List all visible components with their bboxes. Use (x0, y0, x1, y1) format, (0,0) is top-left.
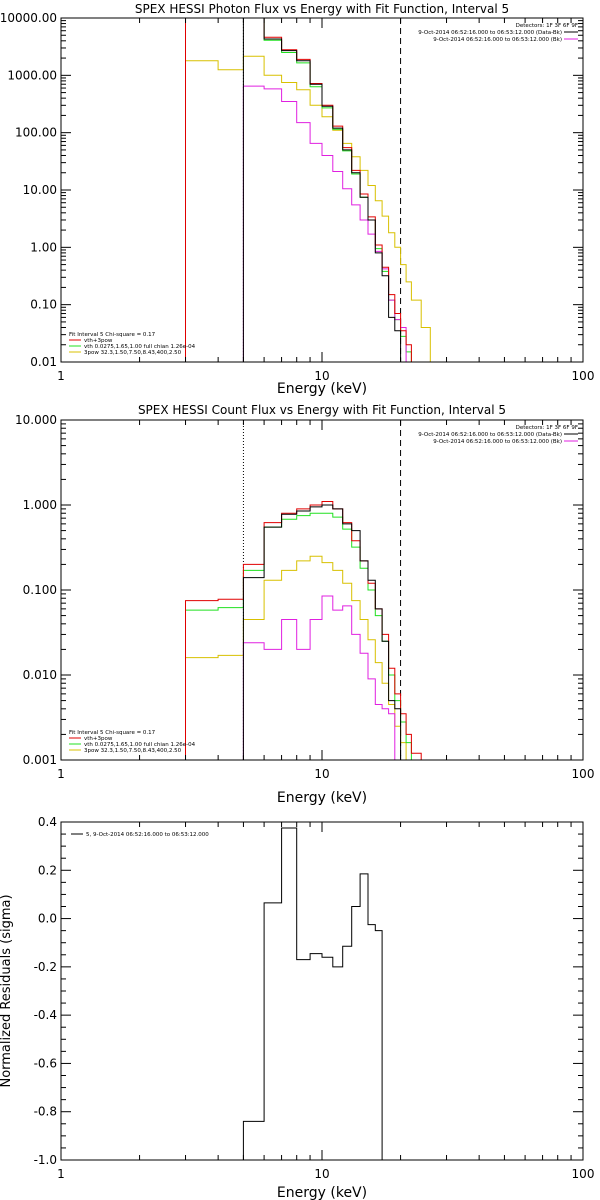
chart-panel-3: 1 10 100 -1.0 -0.8 -0.6 -0.4 -0.2 0.0 0.2 0.4 Energ… (0, 815, 594, 1200)
x-tick-label: 100 (572, 1167, 595, 1181)
y-axis-label: Normalized Residuals (sigma) (0, 894, 14, 1087)
legend-entry-text: 3pow 32.3,1.50,7.50,8.43,400,2.50 (84, 748, 182, 754)
x-axis-label: Energy (keV) (277, 1185, 367, 1200)
series-red-step-line (185, 18, 422, 362)
x-tick-label: 100 (572, 369, 595, 383)
legend-header: Fit Interval 5 Chi-square = 0.17 (69, 730, 156, 736)
legend-top-right: Detectors: 1F 3F 6F 9F9-Oct-2014 06:52:1… (418, 23, 578, 43)
series-magenta-step-line (242, 85, 407, 362)
x-tick-label: 1 (57, 1167, 65, 1181)
x-tick-label: 10 (314, 369, 329, 383)
y-tick-label: 1.000 (23, 498, 57, 512)
y-tick-label: 10.00 (23, 183, 57, 197)
y-tick-label: 0.0 (38, 912, 57, 926)
legend-top-right: Detectors: 1F 3F 6F 9F9-Oct-2014 06:52:1… (418, 425, 578, 445)
y-tick-label: 0.010 (23, 668, 57, 682)
y-tick-label: 0.10 (30, 298, 57, 312)
y-tick-label: 1000.00 (7, 68, 57, 82)
series-black-step-line (242, 18, 402, 362)
legend-top-left: 5, 9-Oct-2014 06:52:16.000 to 06:53:12.0… (71, 832, 209, 838)
legend-entry-text: 9-Oct-2014 06:52:16.000 to 06:53:12.000 … (418, 432, 562, 438)
y-tick-label: -0.4 (34, 1008, 57, 1022)
series-black-step-line (242, 827, 383, 1160)
legend-entry-text: 5, 9-Oct-2014 06:52:16.000 to 06:53:12.0… (86, 832, 209, 838)
series-yellow-step-line (185, 55, 431, 362)
legend-entry-text: vth 0.0275,1.65,1.00 full chian 1.26e-04 (84, 742, 196, 748)
y-tick-label: 10.000 (15, 413, 57, 427)
legend-entry-text: vth+3pow (84, 736, 113, 742)
y-tick-label: -0.8 (34, 1105, 57, 1119)
y-tick-label: 0.01 (30, 355, 57, 369)
plot-frame (60, 419, 584, 761)
legend-bottom-left: Fit Interval 5 Chi-square = 0.17vth+3pow… (69, 730, 196, 754)
y-tick-label: 0.4 (38, 815, 57, 829)
chart-panel-2: SPEX HESSI Count Flux vs Energy with Fit… (15, 403, 595, 806)
x-tick-label: 10 (314, 767, 329, 781)
y-tick-label: -0.6 (34, 1056, 57, 1070)
series-yellow-step-line (185, 555, 412, 760)
y-tick-label: 0.001 (23, 753, 57, 767)
chart-panel-1: SPEX HESSI Photon Flux vs Energy with Fi… (0, 2, 595, 397)
y-tick-label: 0.2 (38, 863, 57, 877)
legend-header: Fit Interval 5 Chi-square = 0.17 (69, 332, 156, 338)
series-magenta-step-line (242, 595, 396, 760)
series-green-step-line (185, 18, 412, 362)
plot-frame (60, 17, 584, 363)
legend-entry-text: 3pow 32.3,1.50,7.50,8.43,400,2.50 (84, 350, 182, 356)
y-tick-label: 0.100 (23, 583, 57, 597)
y-tick-label: 100.00 (15, 126, 57, 140)
legend-entry-text: vth 0.0275,1.65,1.00 full chian 1.26e-04 (84, 344, 196, 350)
legend-entry-text: vth+3pow (84, 338, 113, 344)
legend-entry-text: 9-Oct-2014 06:52:16.000 to 06:53:12.000 … (433, 37, 562, 43)
x-tick-label: 100 (572, 767, 595, 781)
series-green-step-line (185, 512, 422, 760)
x-tick-label: 1 (57, 369, 65, 383)
chart-title: SPEX HESSI Count Flux vs Energy with Fit… (138, 403, 506, 417)
plot-frame (60, 821, 584, 1161)
legend-entry-text: 9-Oct-2014 06:52:16.000 to 06:53:12.000 … (433, 439, 562, 445)
y-tick-label: -0.2 (34, 960, 57, 974)
x-axis-label: Energy (keV) (277, 790, 367, 806)
x-tick-label: 10 (314, 1167, 329, 1181)
legend-header: Detectors: 1F 3F 6F 9F (516, 23, 578, 29)
legend-entry-text: 9-Oct-2014 06:52:16.000 to 06:53:12.000 … (418, 30, 562, 36)
chart-title: SPEX HESSI Photon Flux vs Energy with Fi… (135, 2, 509, 16)
y-tick-label: -1.0 (34, 1153, 57, 1167)
y-tick-label: 10000.00 (0, 11, 57, 25)
legend-bottom-left: Fit Interval 5 Chi-square = 0.17vth+3pow… (69, 332, 196, 356)
x-axis-label: Energy (keV) (277, 381, 367, 397)
x-tick-label: 1 (57, 767, 65, 781)
series-black-step-line (242, 504, 402, 760)
y-tick-label: 1.00 (30, 240, 57, 254)
legend-header: Detectors: 1F 3F 6F 9F (516, 425, 578, 431)
